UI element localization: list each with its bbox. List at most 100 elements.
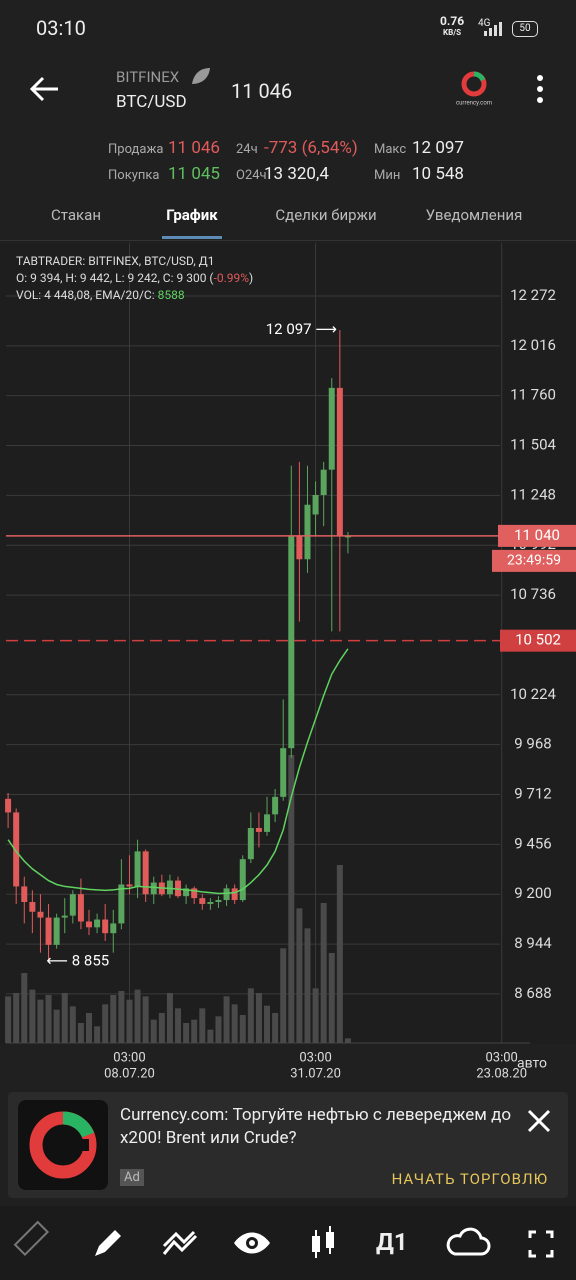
candle-body (118, 884, 125, 924)
candle-body (288, 535, 295, 749)
speed-unit: KB/S (443, 28, 462, 37)
candle-body (102, 919, 109, 934)
y-tick-label: 9 712 (514, 784, 551, 802)
stat-label: O24ч (236, 168, 267, 183)
fullscreen-tool[interactable] (528, 1230, 554, 1258)
info-line: TABTRADER: BITFINEX, BTC/USD, Д1 (16, 254, 215, 268)
candle-body (175, 880, 182, 897)
timeframe[interactable]: Д1 (376, 1228, 408, 1256)
ad-cta[interactable]: НАЧАТЬ ТОРГОВЛЮ (391, 1170, 548, 1188)
y-tick-label: 9 968 (514, 735, 551, 753)
candle-body (191, 888, 198, 899)
tabs: Стакан График Сделки биржи Уведомления (0, 196, 576, 241)
volume-bar (344, 1038, 351, 1043)
x-tick-time: 03:00 (113, 1050, 145, 1065)
ad-close[interactable] (526, 1108, 552, 1134)
tab-indicator (162, 236, 222, 239)
view-tool[interactable] (234, 1232, 270, 1254)
pair: BTC/USD (116, 92, 187, 112)
tab[interactable]: График (166, 206, 218, 224)
candles-tool[interactable] (312, 1226, 334, 1258)
y-tick-label: 12 016 (510, 336, 556, 354)
candle-body (264, 814, 271, 832)
logo-text: currency.com (456, 100, 492, 107)
candle-body (296, 535, 303, 560)
x-tick-time: 03:00 (299, 1050, 331, 1065)
candle-body (215, 900, 222, 903)
volume-bar (336, 865, 343, 1043)
low-note: ⟵ 8 855 (47, 951, 110, 969)
paren: ) (249, 271, 254, 285)
y-tick-label: 10 224 (510, 685, 556, 703)
candle-body (142, 851, 149, 895)
tab[interactable]: Стакан (51, 206, 101, 224)
draw-tool[interactable] (95, 1230, 121, 1256)
toolbar-icons (13, 1220, 554, 1258)
logo[interactable]: currency.com (452, 70, 496, 110)
candle-body (304, 504, 311, 560)
x-tick-label: 23.08.20 (476, 1066, 527, 1081)
volume-bar (264, 1005, 271, 1043)
y-tick-label: 8 688 (514, 984, 551, 1002)
network: 4G (478, 18, 491, 29)
candle-body (223, 888, 230, 901)
y-tick-label: 11 504 (510, 436, 556, 454)
stat-value: 11 046 (168, 138, 220, 158)
candle-body (69, 894, 76, 916)
stats: Продажа 11 046 24ч -773 (6,54%) Макс 12 097 По… (0, 138, 576, 190)
y-tick-label: 11 760 (510, 386, 556, 404)
volume-bar (312, 988, 319, 1043)
info-ohlc: O: 9 394, H: 9 442, L: 9 242, C: 9 300 (… (16, 270, 253, 287)
volume-bar (239, 1015, 246, 1043)
ad-banner[interactable]: Currency.com: Торгуйте нефтью с левередж… (8, 1092, 568, 1198)
change: -0.99% (213, 271, 250, 285)
stat-value: 11 045 (168, 164, 220, 184)
ohlc: O: 9 394, H: 9 442, L: 9 242, C: 9 300 ( (16, 271, 214, 285)
speed: 0.76 (440, 14, 465, 28)
exchange: BITFINEX (116, 68, 180, 86)
candle-body (183, 888, 190, 897)
cloud-tool[interactable] (446, 1227, 491, 1256)
indicator-tool[interactable] (162, 1230, 198, 1255)
chart-info: TABTRADER: BITFINEX, BTC/USD, Д1 O: 9 39… (16, 253, 253, 304)
last-price-box (498, 524, 576, 547)
tab[interactable]: Уведомления (425, 206, 523, 224)
volume-bar (296, 908, 303, 1043)
ema-value: 8588 (157, 288, 185, 302)
volume-bar (69, 1006, 76, 1043)
ad-badge: Ad (120, 1169, 144, 1186)
ruler-tool[interactable] (13, 1220, 50, 1257)
status-time: 03:10 (36, 16, 86, 40)
candle-body (207, 902, 214, 904)
y-tick-label: 12 272 (510, 286, 556, 304)
candle-body (272, 796, 279, 815)
volume-bar (29, 989, 36, 1043)
last-price-label: 11 040 (514, 526, 560, 544)
candle-body (5, 798, 12, 813)
candle-body (13, 812, 20, 887)
candle-body (45, 917, 52, 945)
volume-bar (102, 1004, 109, 1043)
tab[interactable]: Сделки биржи (275, 206, 377, 224)
back-button[interactable] (28, 74, 62, 104)
volume-bar (45, 995, 52, 1043)
candle-body (53, 917, 60, 945)
volume-bar (53, 1009, 60, 1043)
menu-button[interactable] (532, 74, 548, 106)
ema-line (7, 648, 349, 895)
stat-value: 13 320,4 (264, 164, 329, 184)
stat-label: Продажа (108, 142, 164, 157)
net-speed: 0.76 KB/S (440, 14, 465, 38)
volume-bar (61, 993, 68, 1043)
candle-body (280, 748, 287, 797)
stat-value: 12 097 (412, 138, 464, 158)
candle-body (166, 880, 173, 895)
volume-bar (150, 1019, 157, 1043)
volume-bar (199, 1008, 206, 1043)
candle-body (110, 923, 117, 934)
volume-bar (304, 928, 311, 1043)
stat-label: Покупка (108, 168, 160, 183)
y-tick-label: 10 736 (510, 585, 556, 603)
